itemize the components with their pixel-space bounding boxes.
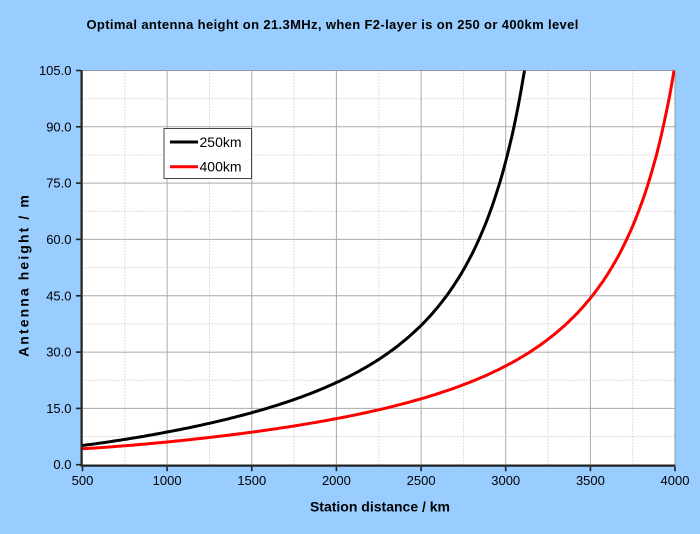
svg-text:0.0: 0.0 (53, 457, 71, 472)
svg-text:90.0: 90.0 (46, 119, 71, 134)
svg-text:30.0: 30.0 (46, 345, 71, 360)
svg-text:2000: 2000 (322, 473, 351, 488)
svg-text:3000: 3000 (491, 473, 520, 488)
svg-text:105.0: 105.0 (39, 63, 72, 78)
svg-text:1500: 1500 (237, 473, 266, 488)
svg-text:Optimal antenna height on 21.3: Optimal antenna height on 21.3MHz, when … (86, 17, 578, 32)
svg-text:75.0: 75.0 (46, 176, 71, 191)
svg-text:400km: 400km (200, 159, 242, 175)
svg-text:1000: 1000 (153, 473, 182, 488)
svg-text:15.0: 15.0 (46, 401, 71, 416)
svg-text:250km: 250km (200, 134, 242, 150)
svg-text:2500: 2500 (407, 473, 436, 488)
svg-text:45.0: 45.0 (46, 288, 71, 303)
svg-text:Antenna height / m: Antenna height / m (16, 193, 32, 357)
svg-text:4000: 4000 (661, 473, 690, 488)
svg-text:500: 500 (72, 473, 94, 488)
svg-text:3500: 3500 (576, 473, 605, 488)
svg-text:Station distance / km: Station distance / km (310, 499, 450, 515)
svg-text:60.0: 60.0 (46, 232, 71, 247)
